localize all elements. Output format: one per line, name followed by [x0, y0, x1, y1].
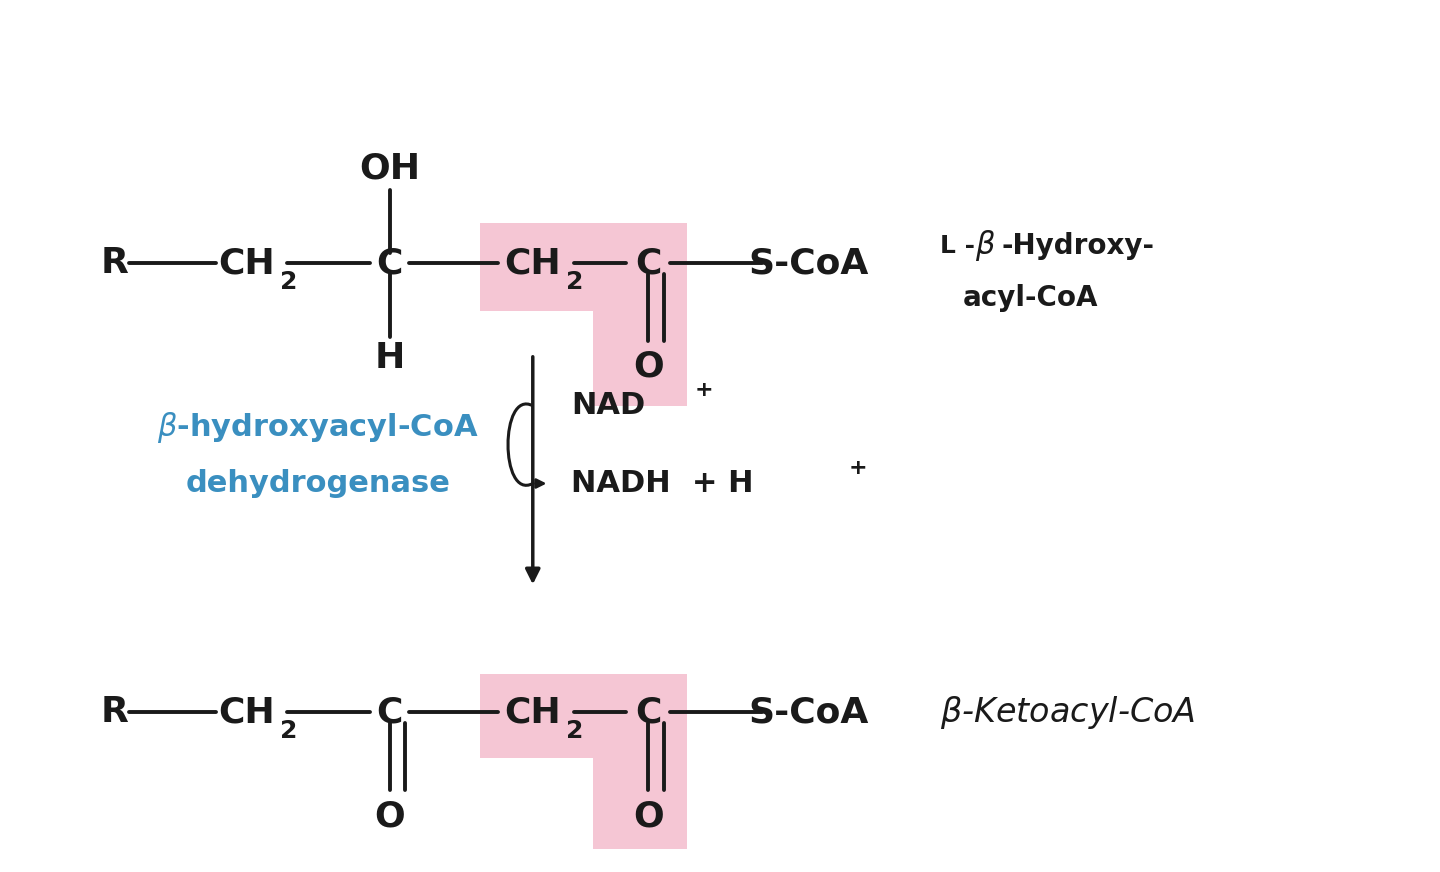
Text: 2: 2 [566, 719, 583, 743]
Text: OH: OH [359, 151, 420, 185]
Text: $\beta$-Ketoacyl-CoA: $\beta$-Ketoacyl-CoA [940, 694, 1195, 731]
Text: CH: CH [217, 695, 275, 729]
Text: S-CoA: S-CoA [747, 695, 868, 729]
Bar [480, 222, 687, 310]
Text: H: H [374, 341, 405, 375]
Text: acyl-CoA: acyl-CoA [962, 283, 1097, 312]
Text: NAD: NAD [572, 392, 645, 420]
Text: $\beta$: $\beta$ [975, 228, 996, 263]
Text: +: + [848, 458, 867, 478]
Text: 2: 2 [279, 270, 297, 294]
Text: L -: L - [940, 234, 975, 258]
Text: $\beta$-hydroxyacyl-CoA: $\beta$-hydroxyacyl-CoA [157, 410, 480, 445]
Text: +: + [694, 380, 713, 400]
Text: 2: 2 [566, 270, 583, 294]
Text: C: C [635, 246, 661, 280]
Text: R: R [101, 246, 128, 280]
Text: C: C [635, 695, 661, 729]
Text: O: O [374, 799, 405, 833]
Text: R: R [101, 695, 128, 729]
Bar [593, 756, 687, 848]
Bar [480, 673, 687, 758]
Text: S-CoA: S-CoA [747, 246, 868, 280]
Text: C: C [376, 246, 403, 280]
Text: CH: CH [217, 246, 275, 280]
Text: 2: 2 [279, 719, 297, 743]
Text: -Hydroxy-: -Hydroxy- [1002, 232, 1155, 260]
Text: CH: CH [504, 246, 562, 280]
Bar [593, 309, 687, 405]
Text: C: C [376, 695, 403, 729]
Text: CH: CH [504, 695, 562, 729]
Text: dehydrogenase: dehydrogenase [186, 469, 451, 498]
Text: O: O [634, 350, 664, 384]
Text: NADH  + H: NADH + H [572, 469, 753, 498]
Text: O: O [634, 799, 664, 833]
